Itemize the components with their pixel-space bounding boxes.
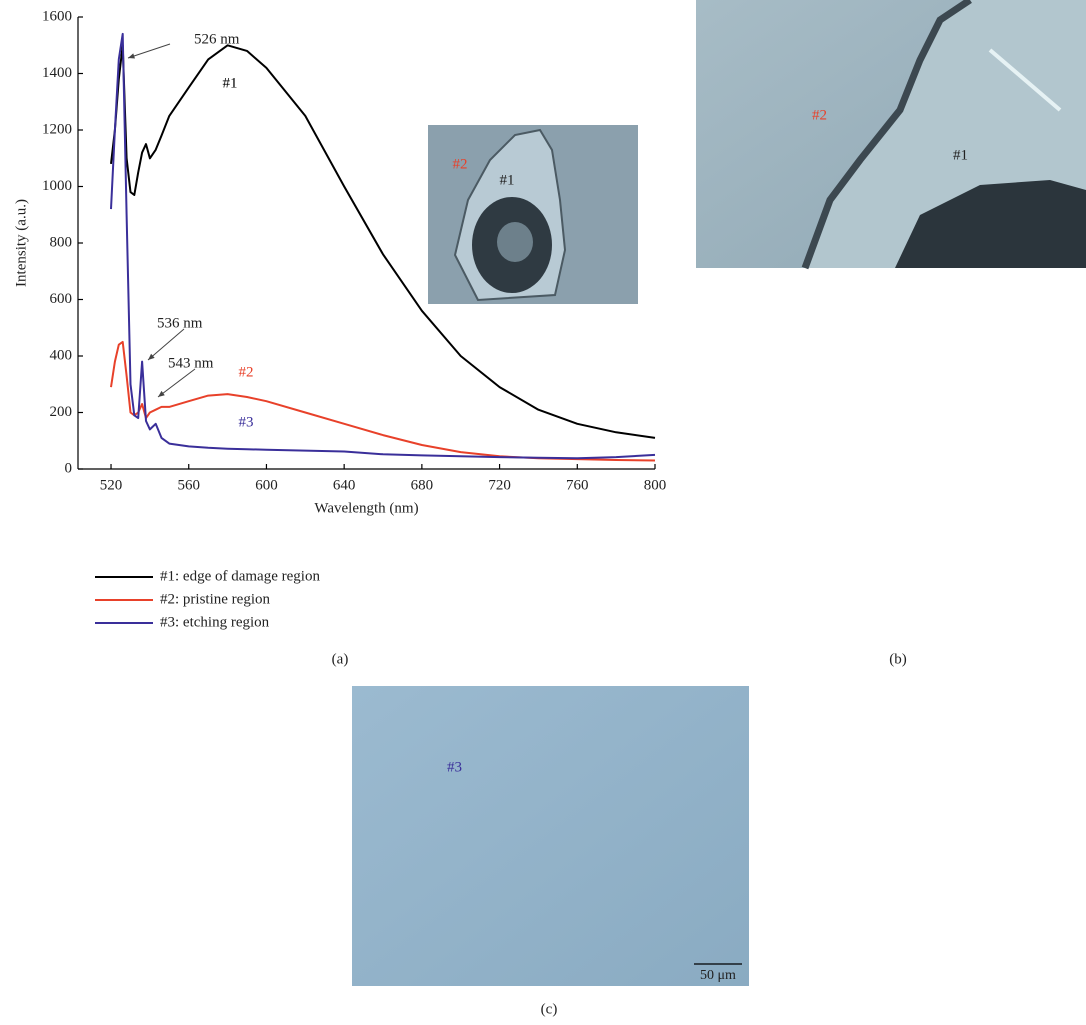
annotation-arrow (127, 43, 171, 59)
series-line (110, 44, 656, 439)
photo-label: #2 (812, 107, 827, 123)
legend-label: #2: pristine region (160, 591, 270, 607)
y-tick-label: 400 (50, 347, 73, 363)
x-tick-label: 800 (644, 477, 667, 493)
curve-label: #1 (223, 75, 238, 91)
series-line (110, 32, 656, 460)
y-tick-label: 1200 (42, 121, 72, 137)
inset-photo (428, 125, 638, 304)
x-tick-label: 680 (411, 477, 434, 493)
annotation-arrow (157, 368, 196, 398)
annotation-arrow (147, 328, 185, 361)
legend-label: #1: edge of damage region (160, 568, 320, 584)
scale-bar-label: 50 μm (700, 968, 736, 983)
y-axis-label: Intensity (a.u.) (13, 199, 29, 287)
y-tick-label: 600 (50, 291, 73, 307)
annotation: 543 nm (168, 355, 214, 371)
y-tick-label: 200 (50, 404, 73, 420)
inset-label: #1 (500, 172, 515, 188)
x-tick-label: 640 (333, 477, 356, 493)
caption: (a) (332, 651, 349, 667)
annotation: 536 nm (157, 315, 203, 331)
x-tick-label: 520 (100, 477, 123, 493)
photo-c (352, 686, 749, 986)
photo-b (696, 0, 1086, 270)
curve-label: #3 (239, 414, 254, 430)
x-tick-label: 720 (488, 477, 511, 493)
y-tick-label: 0 (65, 460, 73, 476)
x-tick-label: 600 (255, 477, 278, 493)
x-tick-label: 760 (566, 477, 589, 493)
y-tick-label: 1000 (42, 178, 72, 194)
arrow-head (128, 53, 135, 59)
arrow-head (158, 390, 165, 397)
inset-label: #2 (453, 156, 468, 172)
series-line (110, 340, 656, 462)
curve-label: #2 (239, 364, 254, 380)
photo-label: #3 (447, 759, 462, 775)
x-tick-label: 560 (177, 477, 200, 493)
photo-label: #1 (953, 147, 968, 163)
y-tick-label: 1600 (42, 8, 72, 24)
caption: (b) (889, 651, 907, 667)
arrow-head (148, 353, 155, 360)
y-tick-label: 1400 (42, 65, 72, 81)
legend-label: #3: etching region (160, 614, 270, 630)
x-axis-label: Wavelength (nm) (314, 500, 418, 516)
y-tick-label: 800 (50, 234, 73, 250)
annotation: 526 nm (194, 31, 240, 47)
caption: (c) (541, 1001, 558, 1017)
